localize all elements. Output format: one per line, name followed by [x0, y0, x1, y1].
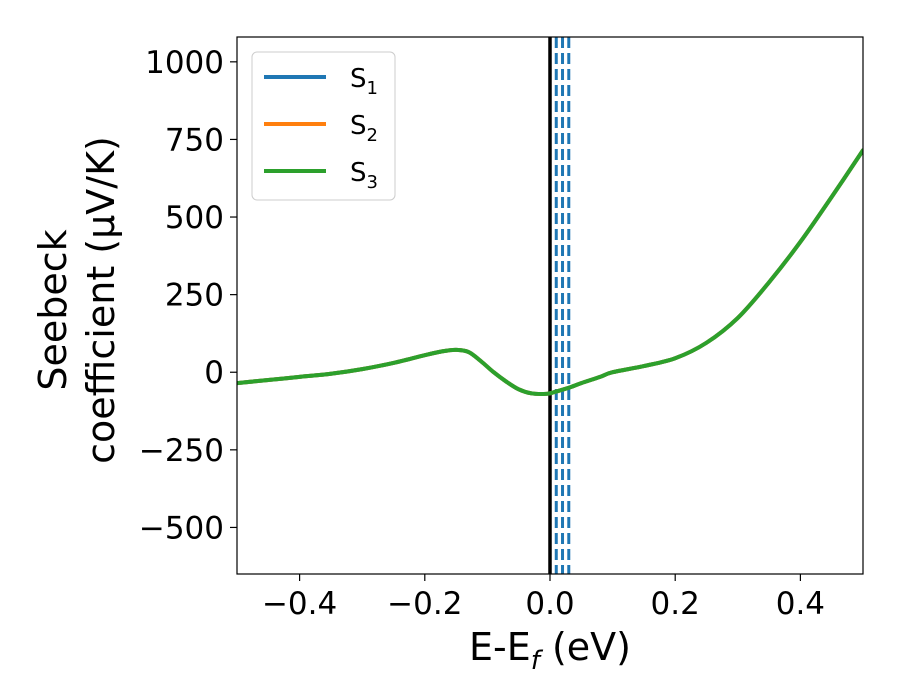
- plot-frame: [236, 36, 864, 575]
- legend: S1 S2 S3: [251, 51, 396, 201]
- y-tick-label: 0: [204, 355, 224, 391]
- x-axis-ticks: −0.4 −0.2 0.0 0.2 0.4: [262, 574, 825, 622]
- y-tick-label: 500: [165, 200, 224, 236]
- series-line-s3: [237, 148, 863, 396]
- y-tick-label: −250: [139, 433, 224, 469]
- x-tick-label: −0.4: [262, 586, 337, 622]
- y-tick-label: 250: [165, 278, 224, 314]
- legend-label-s1: S1: [350, 64, 378, 99]
- plot-lines: [237, 37, 863, 574]
- y-tick-label: 1000: [145, 45, 224, 81]
- x-tick-label: 0.4: [776, 586, 825, 622]
- x-axis-title: E-Ef (eV): [469, 625, 631, 676]
- y-tick-label: −500: [139, 510, 224, 546]
- legend-label-s3: S3: [350, 158, 378, 193]
- y-axis-ticks: −500 −250 0 250 500 750 1000: [139, 45, 237, 546]
- x-tick-label: 0.2: [651, 586, 700, 622]
- y-tick-label: 750: [165, 122, 224, 158]
- x-tick-label: −0.2: [387, 586, 462, 622]
- y-axis-title-line2: coefficient (μV/K): [79, 136, 123, 464]
- legend-label-s2: S2: [350, 111, 378, 146]
- x-tick-label: 0.0: [525, 586, 574, 622]
- y-axis-title-line1: Seebeck: [31, 229, 75, 390]
